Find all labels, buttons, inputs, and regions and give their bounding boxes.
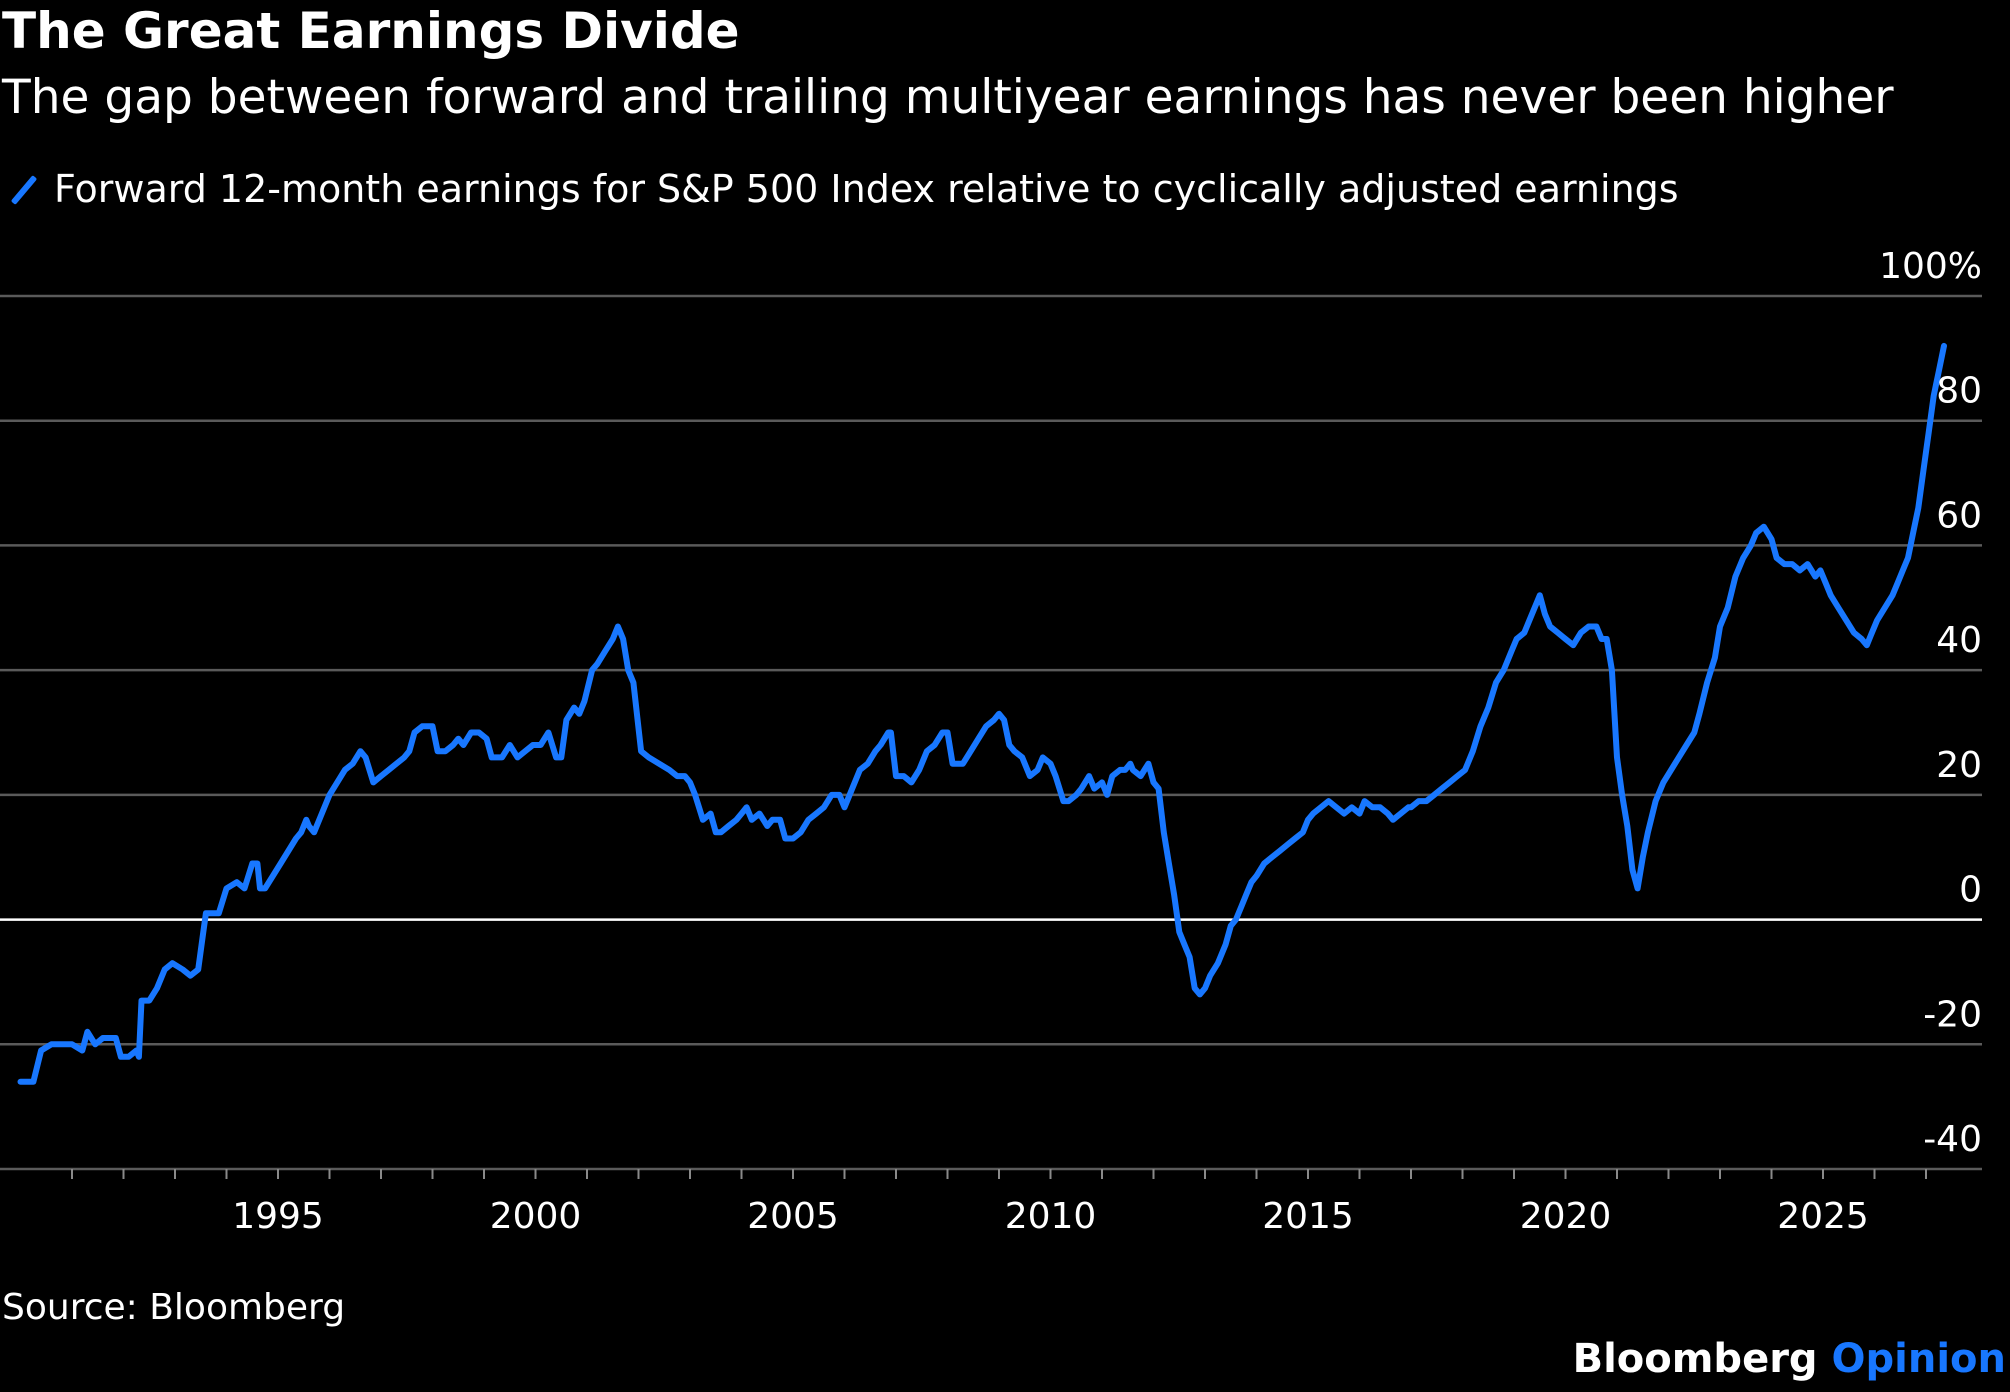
y-tick-label: 0	[1959, 870, 1982, 911]
legend-label: Forward 12-month earnings for S&P 500 In…	[54, 167, 1679, 211]
source-note: Source: Bloomberg	[2, 1287, 346, 1328]
y-tick-label: -40	[1923, 1119, 1982, 1160]
x-tick-label: 2005	[747, 1196, 839, 1237]
y-tick-label: 100%	[1879, 246, 1982, 287]
chart-title: The Great Earnings Divide	[2, 2, 740, 60]
x-tick-label: 2020	[1520, 1196, 1612, 1237]
x-tick-label: 1995	[232, 1196, 324, 1237]
x-tick-label: 2025	[1777, 1196, 1869, 1237]
chart-subtitle: The gap between forward and trailing mul…	[2, 70, 1894, 125]
x-tick-label: 2015	[1262, 1196, 1354, 1237]
x-tick-label: 2000	[490, 1196, 582, 1237]
y-tick-label: 80	[1936, 371, 1982, 412]
y-tick-label: 60	[1936, 495, 1982, 536]
y-tick-label: 20	[1936, 745, 1982, 786]
series-line	[17, 342, 1947, 1085]
x-tick-label: 2010	[1005, 1196, 1097, 1237]
y-tick-label: -20	[1923, 994, 1982, 1035]
brand-suffix: Opinion	[1831, 1336, 2007, 1382]
y-tick-label: 40	[1936, 620, 1982, 661]
brand-logo: Bloomberg Opinion	[1573, 1336, 2006, 1382]
brand-name: Bloomberg	[1572, 1336, 1818, 1382]
legend: Forward 12-month earnings for S&P 500 In…	[12, 164, 1679, 214]
